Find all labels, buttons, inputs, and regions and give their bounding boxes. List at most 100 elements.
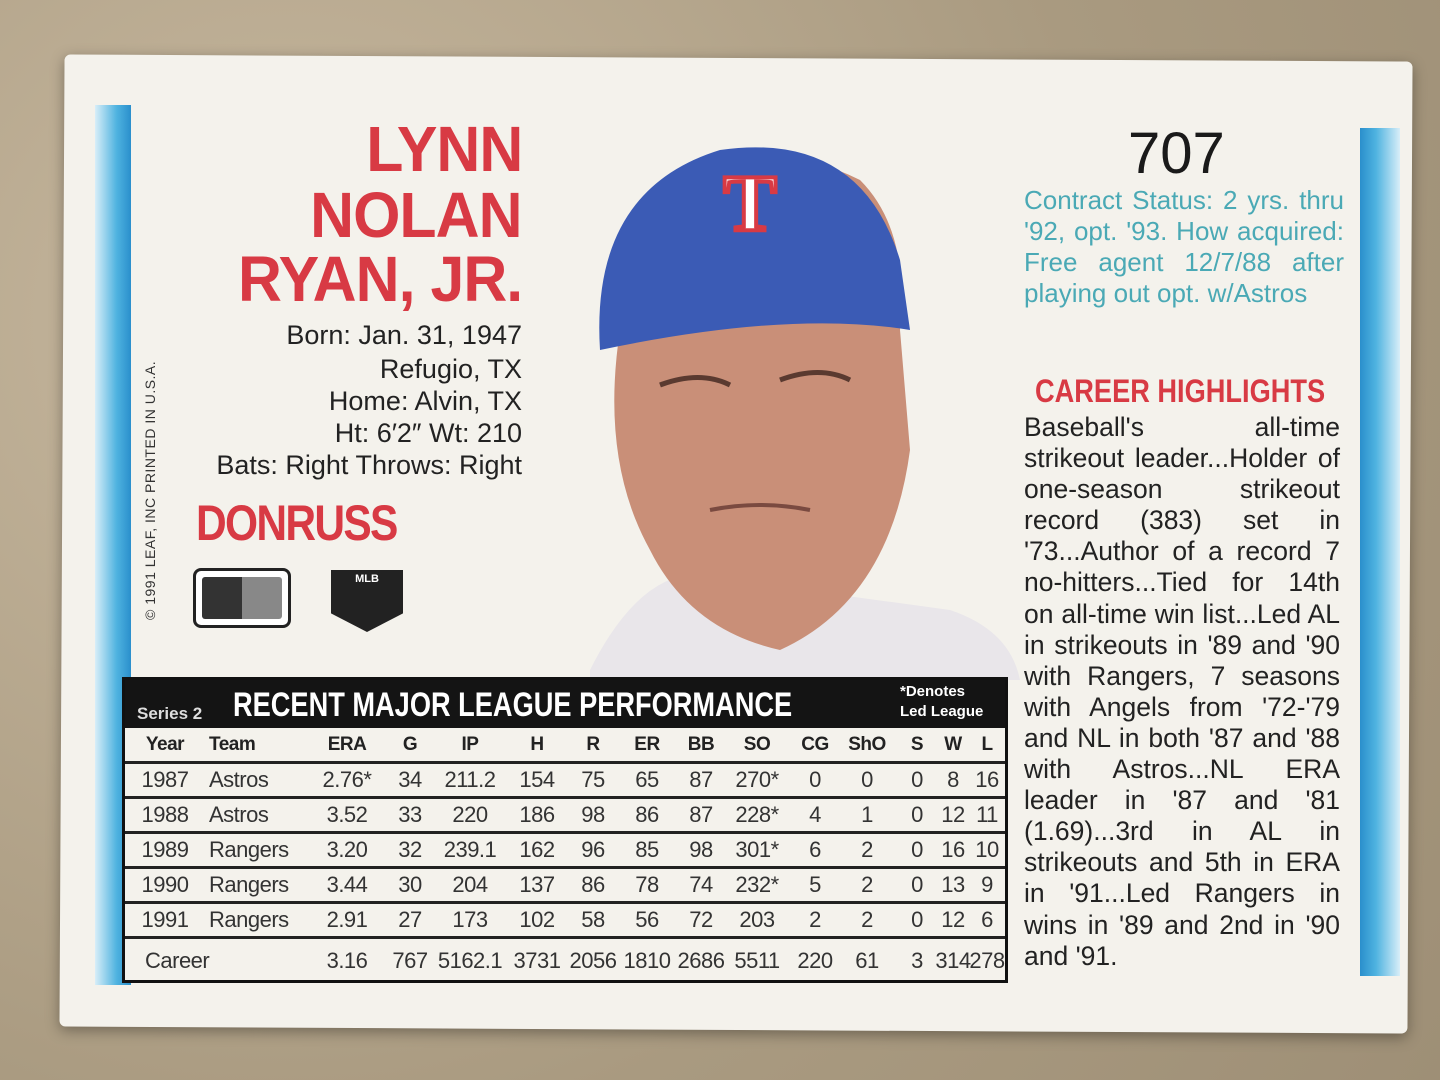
cell-bb: 87 — [689, 802, 713, 827]
cell-ip: 173 — [452, 907, 488, 932]
cell-team: Rangers — [209, 907, 289, 932]
cell-l: 6 — [981, 907, 993, 932]
cell-s: 0 — [911, 872, 923, 897]
cell-team: Astros — [209, 802, 269, 827]
stats-table: Series 2 RECENT MAJOR LEAGUE PERFORMANCE… — [122, 677, 1008, 983]
cell-r: 2056 — [569, 948, 617, 973]
cell-er: 78 — [635, 872, 659, 897]
cell-so: 203 — [739, 907, 775, 932]
cell-h: 3731 — [513, 948, 561, 973]
cell-team: Astros — [209, 767, 269, 792]
cell-s: 0 — [911, 767, 923, 792]
led-league-note: *Denotes Led League — [900, 682, 983, 722]
cell-bb: 2686 — [677, 948, 725, 973]
mouth — [709, 503, 811, 512]
cell-sho: 1 — [861, 802, 873, 827]
bio-home: Home: Alvin, TX — [328, 386, 522, 416]
cell-team: Team — [209, 734, 256, 755]
cell-cg: 2 — [809, 907, 821, 932]
cell-ip: 211.2 — [444, 767, 496, 792]
career-highlights-title: CAREER HIGHLIGHTS — [1035, 373, 1326, 409]
card-number: 707 — [1128, 121, 1225, 186]
cell-sho: ShO — [848, 734, 886, 755]
copyright-text: © 1991 LEAF, INC PRINTED IN U.S.A. — [142, 360, 158, 620]
stats-table-header-bar: Series 2 RECENT MAJOR LEAGUE PERFORMANCE… — [125, 680, 1005, 728]
cell-so: SO — [743, 734, 771, 755]
cell-h: 186 — [519, 802, 555, 827]
table-row: 1987 Astros 2.76* 34 211.2 154 75 65 87 270* 0 0 0 8 1… — [125, 764, 1005, 799]
cell-g: 767 — [392, 948, 428, 973]
cell-l: 9 — [981, 872, 993, 897]
cell-h: 154 — [519, 767, 555, 792]
cell-bb: 87 — [689, 767, 713, 792]
mlbpa-logo — [193, 568, 291, 628]
cell-ip: 5162.1 — [437, 948, 503, 973]
cell-r: 86 — [581, 872, 605, 897]
cell-g: 32 — [398, 837, 422, 862]
table-row: 1989 Rangers 3.20 32 239.1 162 96 85 98 301* 6 2 0 16… — [125, 834, 1005, 869]
cell-w: W — [944, 734, 962, 755]
player-name-line-2: NOLAN — [310, 179, 523, 251]
cell-l: 16 — [975, 767, 999, 792]
cell-cg: 4 — [809, 802, 821, 827]
cell-h: 137 — [519, 872, 555, 897]
cell-l: 11 — [976, 802, 998, 827]
series-label: Series 2 — [137, 704, 203, 723]
cell-er: 56 — [635, 907, 659, 932]
cell-r: 96 — [581, 837, 605, 862]
player-name-line-1: LYNN — [365, 113, 523, 185]
cell-cg: 5 — [809, 872, 821, 897]
table-row: 1990 Rangers 3.44 30 204 137 86 78 74 232* 5 2 0 13 9 — [125, 869, 1005, 904]
cell-era: 2.76* — [322, 767, 372, 792]
cell-era: ERA — [327, 734, 367, 755]
cell-r: 75 — [581, 767, 605, 792]
cell-g: 27 — [398, 907, 422, 932]
cell-era: 2.91 — [326, 907, 368, 932]
stats-column-headers: Year Team ERA G IP H R ER BB SO CG ShO S W L — [125, 729, 1005, 764]
cell-s: 3 — [911, 948, 923, 973]
cell-sho: 2 — [861, 837, 873, 862]
cell-w: 314 — [935, 948, 971, 973]
cell-ip: 204 — [452, 872, 488, 897]
donruss-logo: DONRUSS — [196, 495, 398, 551]
cell-era: 3.52 — [326, 802, 368, 827]
cell-sho: 0 — [861, 767, 873, 792]
cell-l: L — [981, 734, 993, 755]
cell-g: 34 — [398, 767, 422, 792]
table-row: 1991 Rangers 2.91 27 173 102 58 56 72 203 2 2 0 12 6 — [125, 904, 1005, 939]
cell-h: H — [530, 734, 544, 755]
cell-cg: 6 — [809, 837, 821, 862]
cell-s: 0 — [911, 802, 923, 827]
cell-bb: 74 — [689, 872, 713, 897]
cell-so: 228* — [735, 802, 779, 827]
cell-sho: 2 — [861, 907, 873, 932]
cell-team: Rangers — [209, 837, 289, 862]
cell-bb: 98 — [689, 837, 713, 862]
note-line-1: *Denotes — [900, 683, 966, 700]
cell-year: 1989 — [141, 837, 189, 862]
cell-w: 12 — [941, 907, 965, 932]
table-row: 1988 Astros 3.52 33 220 186 98 86 87 228* 4 1 0 12 11 — [125, 799, 1005, 834]
cell-year: 1990 — [141, 872, 189, 897]
right-blue-border — [1360, 128, 1400, 976]
cell-cg: 220 — [797, 948, 833, 973]
note-line-2: Led League — [900, 703, 984, 720]
bio-height-weight: Ht: 6′2″ Wt: 210 — [334, 418, 522, 448]
cell-cg: 0 — [809, 767, 821, 792]
cell-so: 232* — [735, 872, 779, 897]
cell-cg: CG — [801, 734, 829, 755]
cell-year: 1988 — [141, 802, 189, 827]
cell-team: Rangers — [209, 872, 289, 897]
cell-bb: BB — [687, 734, 715, 755]
cell-w: 12 — [941, 802, 965, 827]
cell-g: G — [402, 734, 418, 755]
bio-birthplace: Refugio, TX — [379, 354, 522, 384]
cell-s: 0 — [911, 907, 923, 932]
cell-er: 65 — [635, 767, 659, 792]
bio-bats-throws: Bats: Right Throws: Right — [216, 450, 522, 480]
cell-l: 10 — [975, 837, 999, 862]
cell-er: ER — [634, 734, 660, 755]
cell-so: 301* — [735, 837, 779, 862]
bio-born: Born: Jan. 31, 1947 — [286, 320, 522, 350]
cell-s: S — [910, 734, 924, 755]
